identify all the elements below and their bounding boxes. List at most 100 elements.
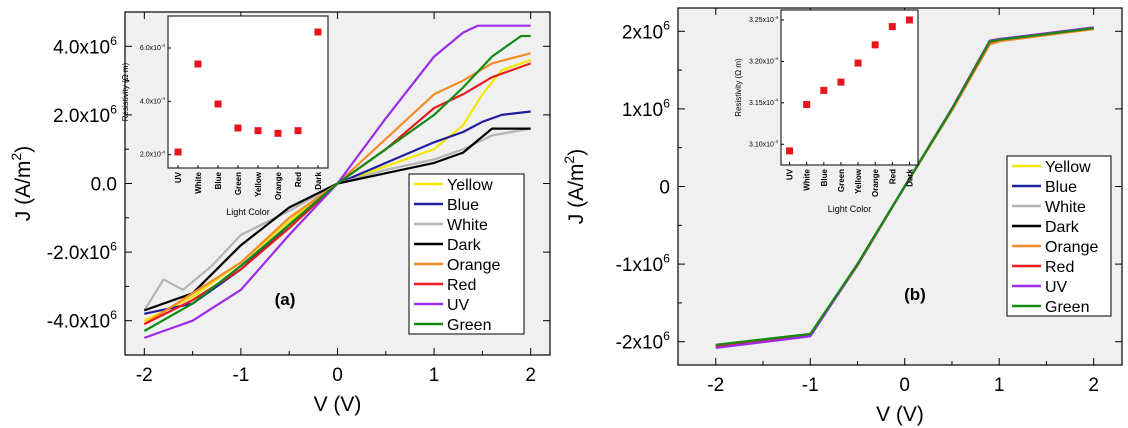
series-line-uv	[143, 24, 531, 339]
inset-x-tick-label: Yellow	[854, 168, 863, 194]
y-axis-label: J (A/m2)	[561, 149, 588, 224]
panel-a: -2 -1 0 1 2-4.0x106-2.0x1060.02.0x1064.0x106…	[8, 11, 551, 416]
legend-label-yellow: Yellow	[1045, 159, 1091, 176]
inset-y-tick-label: 3.15x10-4	[749, 98, 778, 107]
inset-y-tick-label: 3.10x10-4	[749, 139, 778, 148]
legend-label-red: Red	[447, 277, 476, 294]
inset-y-tick-label-base: 3.25x10	[749, 17, 774, 24]
y-tick-label: -1x106	[616, 252, 671, 277]
y-tick-label-exp: 6	[663, 252, 670, 266]
legend-label-blue: Blue	[1045, 179, 1077, 196]
inset-x-tick-label: Yellow	[254, 171, 263, 197]
inset-y-tick-label-exp: -4	[161, 150, 166, 155]
y-tick-label-base: -1x10	[616, 255, 664, 276]
x-axis-label: V (V)	[876, 403, 924, 426]
legend-label-green: Green	[1045, 299, 1089, 316]
inset-y-tick-label-exp: -4	[161, 43, 166, 48]
y-tick-label: 1x106	[622, 96, 670, 121]
inset-point	[214, 100, 222, 108]
inset-y-tick-label: 3.25x10-4	[749, 15, 778, 24]
inset-x-tick-label: UV	[786, 168, 795, 180]
inset-y-tick-label-exp: -4	[774, 15, 779, 20]
inset-point	[174, 148, 182, 156]
y-tick-label-base: 2.0x10	[53, 106, 110, 127]
inset-y-axis-label: Resistivity (Ω m)	[734, 58, 743, 117]
inset-y-tick-label-exp: -4	[774, 139, 779, 144]
legend-label-uv: UV	[1045, 279, 1068, 296]
legend	[408, 173, 525, 335]
y-axis-label-base: J (A/m	[12, 161, 35, 222]
inset-point	[871, 41, 879, 49]
inset-y-tick-label-base: 3.20x10	[749, 58, 774, 65]
y-tick-label-base: -2x10	[616, 333, 664, 354]
x-tick-label: -1	[802, 375, 819, 396]
y-tick-label: 2.0x106	[53, 102, 117, 127]
inset-point	[254, 127, 262, 135]
y-axis-label-close: )	[12, 146, 35, 153]
y-tick-label: -4.0x106	[47, 308, 117, 333]
y-tick-label-base: 0	[659, 178, 670, 199]
panel-label: (a)	[275, 290, 296, 309]
y-tick-label: 0.0	[91, 175, 117, 196]
x-tick-label: 0	[332, 365, 343, 386]
legend-label-red: Red	[1045, 259, 1074, 276]
inset-x-tick-label: Red	[888, 169, 897, 184]
y-axis-label-close: )	[565, 149, 588, 156]
x-tick-label: -2	[707, 375, 724, 396]
y-axis-label-sup: 2	[561, 156, 577, 164]
legend-label-dark: Dark	[447, 237, 482, 254]
x-tick-label: 2	[1088, 375, 1099, 396]
x-axis-label: V (V)	[314, 393, 362, 416]
inset-point	[234, 124, 242, 132]
y-tick-label-exp: 6	[663, 329, 670, 343]
inset-x-tick-label: White	[803, 168, 812, 190]
y-tick-label-base: 1x10	[622, 100, 663, 121]
inset-y-tick-label: 6.0x10-4	[140, 43, 166, 52]
inset-point	[820, 86, 828, 94]
inset-y-tick-label-base: 6.0x10	[140, 45, 161, 52]
inset-x-tick-label: Red	[294, 172, 303, 187]
y-tick-label: 0	[659, 178, 670, 199]
y-tick-label-exp: 6	[110, 240, 117, 254]
series-line-green	[143, 34, 531, 332]
inset-point	[905, 16, 913, 24]
series-line-dark	[143, 127, 531, 312]
y-axis-label-sup: 2	[8, 153, 24, 161]
inset-x-tick-label: UV	[174, 171, 183, 183]
inset-plot-area	[780, 9, 919, 166]
y-tick-label: -2.0x106	[47, 240, 117, 265]
legend-label-blue: Blue	[447, 197, 479, 214]
inset-y-tick-label-exp: -4	[161, 96, 166, 101]
inset-point	[274, 129, 282, 137]
y-tick-label: 2x106	[622, 19, 670, 44]
x-tick-label: -2	[136, 365, 153, 386]
inset-x-tick-label: Dark	[905, 168, 914, 186]
inset-y-axis-label: Resistivity (Ω m)	[121, 62, 130, 121]
legend-label-white: White	[447, 217, 488, 234]
inset-y-tick-label-base: 3.10x10	[749, 141, 774, 148]
y-axis-label-base: J (A/m	[565, 164, 588, 225]
series-line-white	[143, 127, 531, 311]
legend-label-yellow: Yellow	[447, 177, 493, 194]
inset-x-axis-label: Light Color	[226, 207, 270, 217]
inset-x-tick-label: Dark	[314, 171, 323, 189]
y-tick-label-exp: 6	[110, 34, 117, 48]
inset-x-tick-label: White	[194, 171, 203, 193]
inset-y-tick-label-base: 4.0x10	[140, 98, 161, 105]
inset-point	[294, 127, 302, 135]
inset-y-tick-label: 3.20x10-4	[749, 56, 778, 65]
inset-y-tick-label-base: 3.15x10	[749, 100, 774, 107]
inset-x-tick-label: Blue	[214, 171, 223, 189]
legend-label-green: Green	[447, 317, 491, 334]
inset-point	[888, 23, 896, 31]
inset-y-tick-label-base: 2.0x10	[140, 152, 161, 159]
inset-point	[803, 100, 811, 108]
x-tick-label: -1	[232, 365, 249, 386]
legend-label-dark: Dark	[1045, 219, 1080, 236]
y-tick-label-exp: 6	[663, 19, 670, 33]
y-tick-label-exp: 6	[110, 308, 117, 322]
y-tick-label-base: 2x10	[622, 22, 663, 43]
legend	[1006, 155, 1112, 317]
